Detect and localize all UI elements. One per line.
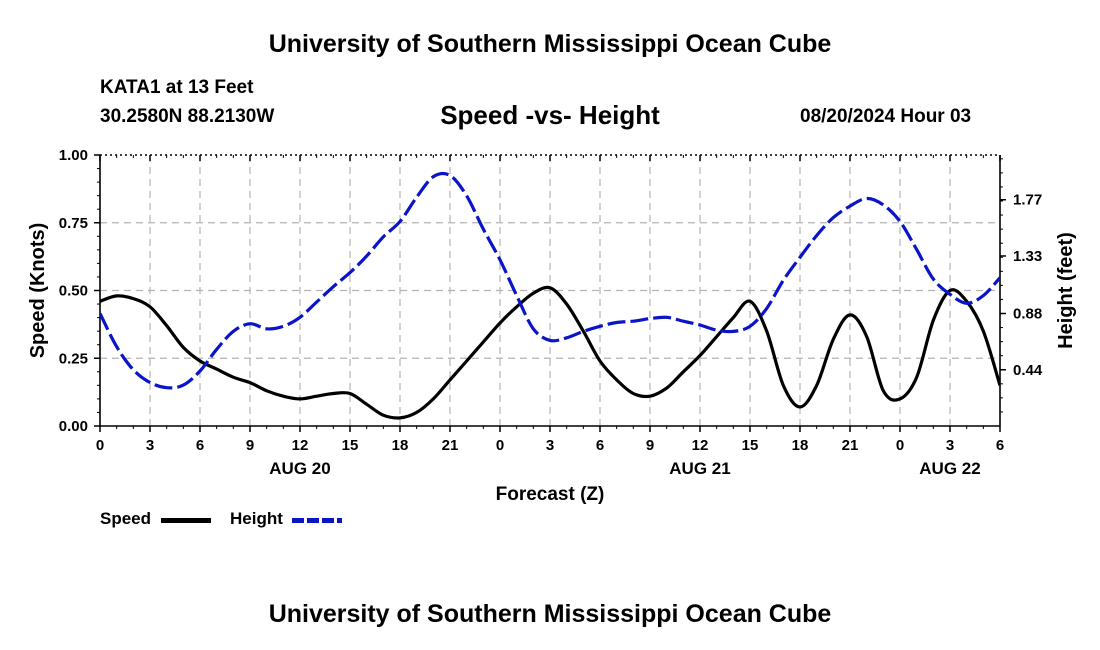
y-left-tick-label: 0.25 <box>59 350 88 367</box>
series-speed-line <box>100 285 1000 420</box>
legend-speed-label: Speed <box>100 509 152 528</box>
x-axis-title: Forecast (Z) <box>496 484 605 505</box>
x-tick-label: 21 <box>442 437 459 454</box>
y-right-tick-label: 0.44 <box>1013 362 1043 379</box>
y-right-tick-label: 0.88 <box>1013 306 1042 323</box>
page-title-bottom: University of Southern Mississippi Ocean… <box>268 600 832 628</box>
day-label: AUG 20 <box>269 459 330 478</box>
day-label: AUG 21 <box>669 459 730 478</box>
x-tick-label: 21 <box>842 437 859 454</box>
chart-subtitle: Speed -vs- Height <box>440 100 660 130</box>
page-title: University of Southern Mississippi Ocean… <box>268 30 832 58</box>
forecast-datetime: 08/20/2024 Hour 03 <box>800 106 972 127</box>
x-tick-label: 0 <box>496 437 504 454</box>
y-left-tick-label: 0.50 <box>59 283 88 300</box>
x-tick-label: 18 <box>792 437 809 454</box>
y-left-axis-title: Speed (Knots) <box>27 223 49 359</box>
day-label: AUG 22 <box>919 459 980 478</box>
y-right-tick-label: 1.77 <box>1013 192 1042 209</box>
x-tick-label: 0 <box>896 437 904 454</box>
x-tick-label: 18 <box>392 437 409 454</box>
x-tick-label: 3 <box>946 437 954 454</box>
legend-height-label: Height <box>230 509 283 528</box>
legend-height-swatch <box>292 518 342 523</box>
x-tick-label: 6 <box>996 437 1004 454</box>
y-left-tick-label: 1.00 <box>59 147 88 164</box>
x-tick-label: 6 <box>196 437 204 454</box>
x-tick-label: 9 <box>646 437 654 454</box>
legend-speed-swatch <box>161 518 211 523</box>
series-height-line <box>100 171 1000 390</box>
station-label: KATA1 at 13 Feet <box>100 77 254 98</box>
x-tick-label: 6 <box>596 437 604 454</box>
y-right-axis-title: Height (feet) <box>1055 232 1077 349</box>
x-tick-label: 12 <box>292 437 309 454</box>
y-left-tick-label: 0.00 <box>59 418 88 435</box>
x-tick-label: 12 <box>692 437 709 454</box>
x-tick-label: 9 <box>246 437 254 454</box>
x-tick-label: 3 <box>546 437 554 454</box>
x-tick-label: 3 <box>146 437 154 454</box>
y-right-tick-label: 1.33 <box>1013 248 1042 265</box>
y-left-tick-label: 0.75 <box>59 215 88 232</box>
speed-height-chart: 0 3 6 9 12 15 18 21 0 3 6 9 12 15 18 21 0 3 6 0.00 0.25 0.50 0… <box>27 147 1077 505</box>
station-coords: 30.2580N 88.2130W <box>100 106 275 127</box>
x-tick-label: 15 <box>742 437 759 454</box>
x-tick-label: 0 <box>96 437 104 454</box>
x-tick-label: 15 <box>342 437 359 454</box>
